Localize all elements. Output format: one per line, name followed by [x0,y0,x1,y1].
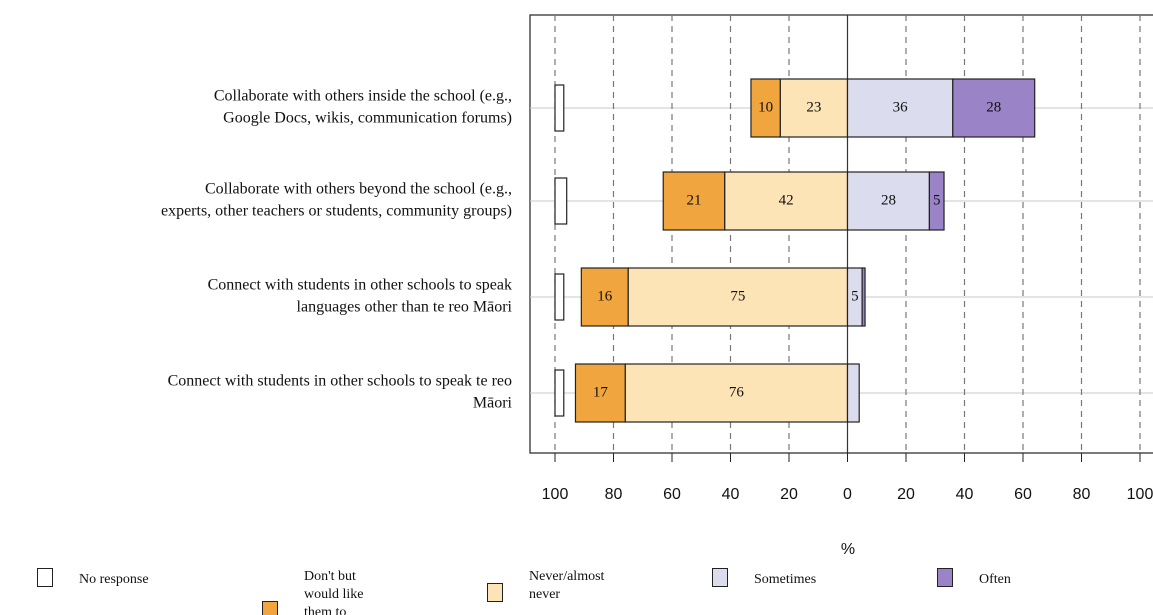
legend-swatch [487,583,503,602]
bar-segment [554,177,568,225]
legend-label: Often [979,572,1011,587]
bar-segment [624,363,849,423]
category-label: experts, other teachers or students, com… [161,203,512,220]
category-label: Māori [473,395,513,412]
legend-item: Sometimes [712,568,864,589]
legend-swatch [937,568,953,587]
category-label: Collaborate with others beyond the schoo… [205,181,512,198]
data-label: 75 [730,288,745,304]
legend-item: Never/almost never [487,568,629,604]
legend-swatch [712,568,728,587]
x-tick-label: 0 [843,486,852,503]
bar-segment [952,78,1036,138]
legend-item: Often [937,568,1089,589]
data-label: 10 [758,99,773,115]
legend-label: Never/almost never [529,569,605,602]
bar-segment [779,78,849,138]
data-label: 21 [686,192,701,208]
legend-item: No response [37,568,179,589]
bar-segment [662,171,726,231]
bar-segment [846,171,931,231]
data-label: 42 [779,192,794,208]
bar-segment [846,78,954,138]
x-axis-label: % [841,541,855,558]
bar-segment [627,267,849,327]
data-label: 28 [881,192,896,208]
legend-swatch [37,568,53,587]
x-tick-label: 100 [1127,486,1153,503]
bar-segment [928,171,945,231]
legend-label: No response [79,572,149,587]
plot-frame [529,14,1153,454]
x-tick-label: 100 [542,486,569,503]
x-tick-label: 40 [956,486,974,503]
bar-segment [574,363,626,423]
bar-segment [750,78,781,138]
data-label: 5 [851,288,859,304]
bar-segment [554,273,565,321]
data-label: 28 [986,99,1001,115]
bar-segment [846,363,860,423]
data-label: 23 [806,99,821,115]
data-label: 5 [933,192,941,208]
category-label: Google Docs, wikis, communication forums… [223,110,512,127]
x-tick-label: 60 [663,486,681,503]
bar-segment [554,369,565,417]
data-label: 17 [593,384,609,400]
x-tick-label: 40 [722,486,740,503]
data-label: 16 [597,288,613,304]
legend-swatch [262,601,278,615]
category-label: Connect with students in other schools t… [208,277,512,294]
x-tick-label: 60 [1014,486,1032,503]
category-label: Collaborate with others inside the schoo… [214,88,512,105]
x-tick-label: 20 [780,486,798,503]
bar-segment [554,84,565,132]
category-label: Connect with students in other schools t… [168,373,512,390]
x-tick-label: 20 [897,486,915,503]
legend-item: Don't but would like them to [262,568,384,615]
legend-label: Don't but would like them to [304,569,364,615]
data-label: 76 [729,384,745,400]
legend-label: Sometimes [754,572,817,587]
data-label: 36 [893,99,909,115]
x-tick-label: 80 [605,486,623,503]
x-tick-label: 80 [1073,486,1091,503]
bar-segment [580,267,629,327]
bar-segment [861,267,866,327]
category-label: languages other than te reo Māori [297,299,513,316]
